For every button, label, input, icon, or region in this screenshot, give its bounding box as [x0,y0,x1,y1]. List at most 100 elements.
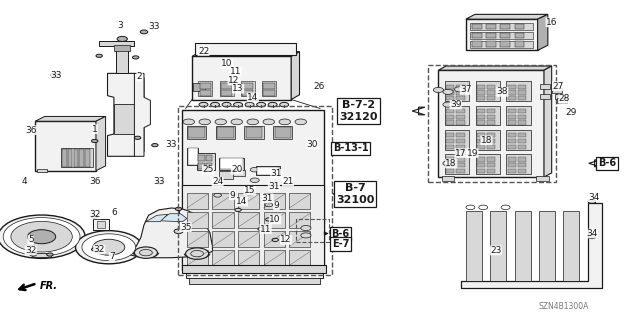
Text: 11: 11 [260,225,271,234]
Circle shape [92,248,98,251]
Bar [508,157,516,162]
Bar [114,104,136,134]
Bar [189,278,320,284]
Bar [263,83,275,89]
Text: 33: 33 [166,140,177,149]
Text: 9: 9 [230,191,235,200]
Circle shape [211,102,220,107]
Bar [508,90,516,95]
Text: B-6: B-6 [598,158,616,168]
Text: 25: 25 [202,165,214,174]
Bar [487,157,495,162]
Polygon shape [438,66,552,70]
Polygon shape [291,52,300,100]
Bar [182,185,324,270]
Bar [97,221,105,228]
Bar [506,81,531,101]
Bar [487,109,495,113]
Bar [456,133,465,137]
Bar [238,250,259,266]
Bar [442,176,454,181]
Polygon shape [125,208,212,258]
Bar [216,126,235,139]
Polygon shape [134,73,150,156]
Text: 11: 11 [230,67,241,76]
Bar [518,109,526,113]
Bar [487,163,495,167]
Bar [37,169,47,172]
Bar [212,193,234,209]
Text: 30: 30 [307,140,318,149]
Bar [472,24,482,29]
Text: 32: 32 [25,246,36,255]
Bar [518,96,526,100]
Bar [536,176,549,181]
Text: 2: 2 [137,72,142,81]
Text: 29: 29 [565,108,577,117]
Bar [446,133,454,137]
Bar [476,81,500,101]
Circle shape [301,226,311,231]
Bar [518,157,526,162]
Text: 13: 13 [232,84,244,93]
Circle shape [47,253,53,256]
Bar [470,41,533,48]
Circle shape [480,138,490,143]
Bar [438,70,544,177]
Bar [515,24,524,29]
Polygon shape [544,66,552,177]
Circle shape [134,247,157,258]
Bar [428,65,556,182]
Text: 10: 10 [269,215,281,224]
Bar [508,115,516,119]
Circle shape [117,36,127,41]
Bar [446,169,454,173]
Circle shape [258,227,264,231]
Bar [182,110,324,270]
Polygon shape [412,107,425,115]
Bar [487,139,495,143]
Polygon shape [538,14,548,50]
Bar [477,169,485,173]
Bar [477,120,485,125]
Bar [220,81,234,96]
Bar [518,115,526,119]
Text: 12: 12 [228,76,239,85]
Circle shape [140,30,148,34]
Bar [445,130,469,150]
Text: 23: 23 [490,246,502,255]
Bar [198,163,205,169]
Bar [296,219,329,242]
Bar [74,149,78,167]
Bar [487,96,495,100]
Bar [563,211,579,281]
Bar [241,81,255,96]
Circle shape [479,205,488,210]
Circle shape [250,178,259,182]
Circle shape [186,248,209,259]
Bar [445,154,469,174]
Bar [470,32,533,39]
Bar [518,139,526,143]
Text: 9: 9 [274,201,279,210]
Circle shape [96,54,102,57]
Bar [476,130,500,150]
Circle shape [268,102,277,107]
Circle shape [199,102,208,107]
Bar [456,163,465,167]
Bar [212,231,234,247]
Bar [62,149,67,167]
Circle shape [93,239,125,255]
Bar [446,139,454,143]
Circle shape [222,102,231,107]
Bar [273,126,292,139]
Circle shape [82,234,136,261]
Bar [242,90,253,96]
Bar [187,250,208,266]
Bar [477,139,485,143]
Bar [487,85,495,89]
Text: 1: 1 [92,125,97,134]
Polygon shape [333,190,344,197]
Circle shape [11,221,72,252]
Polygon shape [192,52,300,56]
